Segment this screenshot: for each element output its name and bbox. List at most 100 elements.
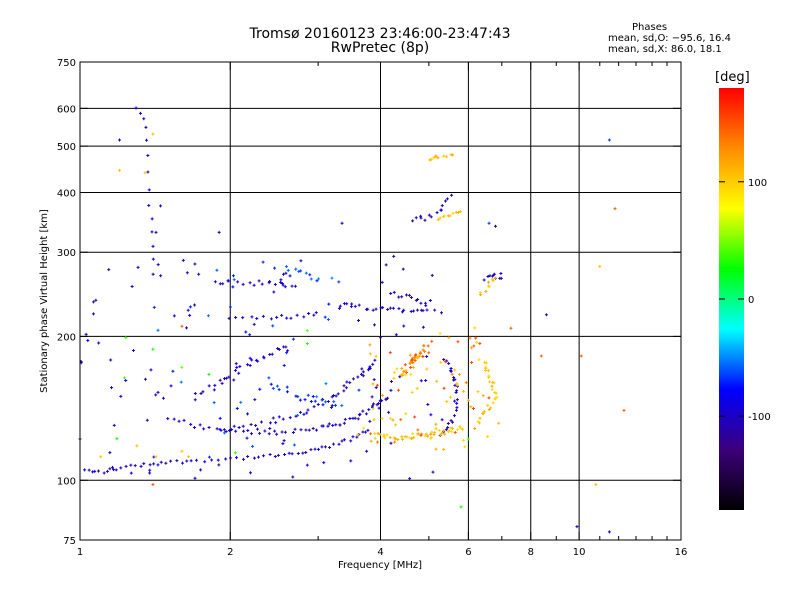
echo-point — [237, 371, 241, 375]
echo-point — [440, 204, 444, 208]
echo-point — [172, 417, 176, 421]
echo-point — [443, 214, 447, 218]
echo-point — [438, 216, 442, 220]
echo-point — [232, 424, 236, 428]
echo-point — [419, 216, 423, 220]
echo-point — [355, 435, 359, 439]
echo-point — [285, 385, 289, 389]
echo-point — [246, 455, 250, 459]
echo-point — [492, 272, 496, 276]
echo-point — [401, 372, 405, 376]
echo-point — [385, 433, 389, 437]
echo-point — [499, 271, 503, 275]
echo-point — [409, 365, 413, 369]
echo-point — [238, 364, 242, 368]
echo-point — [273, 266, 277, 270]
echo-point — [193, 391, 197, 395]
echo-point — [400, 435, 404, 439]
echo-point — [455, 401, 459, 405]
echo-point — [475, 340, 479, 344]
echo-point — [119, 394, 123, 398]
echo-point — [227, 316, 231, 320]
echo-point — [470, 361, 474, 365]
echo-point — [342, 421, 346, 425]
echo-point — [304, 428, 308, 432]
echo-point — [448, 214, 452, 218]
echo-point — [431, 470, 435, 474]
echo-point — [376, 431, 380, 435]
echo-point — [353, 304, 357, 308]
echo-point — [234, 456, 238, 460]
echo-point — [456, 340, 460, 344]
echo-point — [290, 452, 294, 456]
echo-point — [486, 369, 490, 373]
echo-point — [236, 280, 240, 284]
echo-point — [91, 312, 95, 316]
echo-point — [337, 306, 341, 310]
echo-point — [139, 464, 143, 468]
echo-point — [291, 475, 295, 479]
echo-point — [293, 427, 297, 431]
echo-point — [343, 417, 347, 421]
echo-point — [373, 358, 377, 362]
echo-point — [455, 406, 459, 410]
echo-point — [440, 311, 444, 315]
echo-point — [451, 420, 455, 424]
echo-point — [447, 336, 451, 340]
echo-point — [336, 392, 340, 396]
echo-point — [268, 452, 272, 456]
echo-point — [452, 376, 456, 380]
echo-point — [307, 428, 311, 432]
echo-point — [296, 413, 300, 417]
echo-point — [151, 347, 155, 351]
echo-point — [366, 307, 370, 311]
echo-point — [285, 390, 289, 394]
echo-point — [331, 424, 335, 428]
echo-point — [114, 468, 118, 472]
echo-point — [86, 339, 90, 343]
echo-point — [312, 313, 316, 317]
echo-point — [413, 355, 417, 359]
echo-point — [428, 298, 432, 302]
echo-point — [213, 383, 217, 387]
echo-point — [447, 362, 451, 366]
echo-point — [199, 468, 203, 472]
echo-point — [246, 363, 250, 367]
echo-point — [252, 322, 256, 326]
echo-point — [342, 389, 346, 393]
echo-point — [303, 398, 307, 402]
echo-point — [185, 326, 189, 330]
echo-point — [389, 441, 393, 445]
echo-point — [371, 382, 375, 386]
echo-point — [258, 387, 262, 391]
echo-point — [298, 410, 302, 414]
echo-point — [252, 283, 256, 287]
echo-point — [215, 268, 219, 272]
echo-point — [147, 188, 151, 192]
echo-point — [415, 387, 419, 391]
echo-point — [145, 418, 149, 422]
echo-point — [433, 431, 437, 435]
echo-point — [234, 368, 238, 372]
echo-point — [369, 432, 373, 436]
echo-point — [108, 451, 112, 455]
echo-point — [392, 254, 396, 258]
axis-ticks: 1 2 4 6 8 10 16 75 100 200 300 400 500 600 750 — [57, 58, 687, 558]
echo-point — [241, 316, 245, 320]
echo-point — [232, 378, 236, 382]
echo-point — [256, 427, 260, 431]
echo-point — [305, 329, 309, 333]
echo-point — [376, 440, 379, 444]
echo-point — [449, 419, 453, 423]
echo-point — [476, 390, 480, 394]
echo-point — [461, 427, 465, 431]
echo-point — [439, 208, 443, 212]
echo-point — [309, 448, 313, 452]
echo-point — [456, 427, 460, 431]
echo-point — [271, 416, 275, 420]
echo-point — [429, 157, 433, 161]
echo-point — [494, 391, 498, 395]
echo-point — [575, 525, 579, 529]
echo-point — [426, 434, 430, 438]
echo-point — [477, 358, 481, 362]
